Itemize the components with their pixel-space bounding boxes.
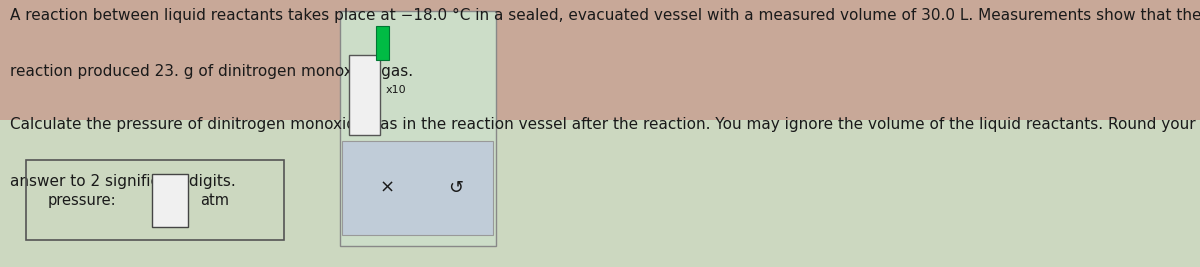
Bar xyxy=(152,174,188,227)
Text: answer to 2 significant digits.: answer to 2 significant digits. xyxy=(10,174,235,189)
Bar xyxy=(26,160,284,240)
Bar xyxy=(342,141,493,235)
Bar xyxy=(0,120,1200,267)
Text: ×: × xyxy=(379,179,395,197)
Bar xyxy=(340,11,496,246)
Text: atm: atm xyxy=(200,193,229,208)
Text: A reaction between liquid reactants takes place at −18.0 °C in a sealed, evacuat: A reaction between liquid reactants take… xyxy=(10,8,1200,23)
Bar xyxy=(349,55,380,135)
Bar xyxy=(376,26,389,60)
Text: Calculate the pressure of dinitrogen monoxide gas in the reaction vessel after t: Calculate the pressure of dinitrogen mon… xyxy=(10,117,1195,132)
Text: reaction produced 23. g of dinitrogen monoxide gas.: reaction produced 23. g of dinitrogen mo… xyxy=(10,64,413,79)
Text: ↺: ↺ xyxy=(448,179,463,197)
Text: x10: x10 xyxy=(385,85,406,95)
Text: pressure:: pressure: xyxy=(48,193,116,208)
